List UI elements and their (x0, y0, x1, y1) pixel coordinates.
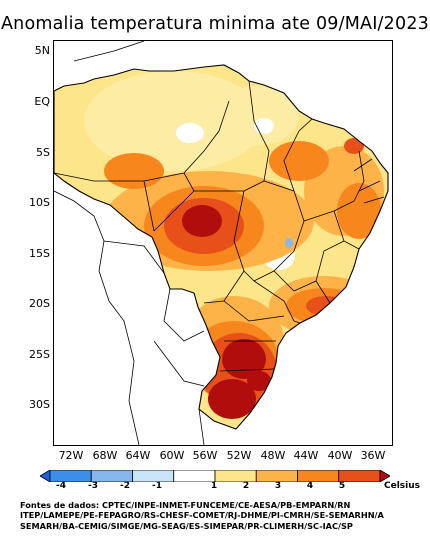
legend-colorbar (40, 470, 390, 482)
source-line: SEMARH/BA-CEMIG/SIMGE/MG-SEAG/ES-SIMEPAR… (20, 520, 353, 531)
legend-tick: 4 (306, 481, 314, 491)
legend-unit: Celsius (384, 481, 420, 491)
lon-label-68w: 68W (92, 449, 118, 462)
state-borders (54, 80, 385, 372)
legend-tick: 2 (242, 481, 250, 491)
anomaly-map-canvas (54, 41, 392, 445)
legend-tick: -3 (88, 481, 98, 491)
legend-tick: -1 (152, 481, 162, 491)
source-line: ITEP/LAMEPE/PE-FEPAGRO/RS-CHESF-COMET/RJ… (20, 510, 384, 521)
lat-label-eq: EQ (34, 95, 50, 108)
lon-label-48w: 48W (260, 449, 286, 462)
lat-label-30s: 30S (29, 398, 50, 411)
lon-label-56w: 56W (192, 449, 218, 462)
lat-label-15s: 15S (29, 247, 50, 260)
lon-label-44w: 44W (293, 449, 319, 462)
lat-label-10s: 10S (29, 196, 50, 209)
lon-label-36w: 36W (360, 449, 386, 462)
legend-swatch (40, 470, 51, 482)
legend-tick: -2 (120, 481, 130, 491)
map-title: Anomalia temperatura minima ate 09/MAI/2… (1, 14, 429, 34)
source-line: Fontes de dados: CPTEC/INPE-INMET-FUNCEM… (20, 500, 351, 510)
legend-tick: 5 (338, 481, 346, 491)
lat-label-5n: 5N (34, 44, 50, 57)
lat-label-25s: 25S (29, 348, 50, 361)
lon-label-60w: 60W (159, 449, 185, 462)
lon-label-64w: 64W (125, 449, 151, 462)
lon-label-52w: 52W (226, 449, 252, 462)
brazil-outline (54, 64, 389, 430)
legend-tick: -4 (56, 481, 66, 491)
country-borders (54, 41, 205, 445)
lon-label-40w: 40W (327, 449, 353, 462)
anomaly-map (53, 40, 393, 446)
legend-swatch (379, 470, 390, 482)
data-sources: Fontes de dados: CPTEC/INPE-INMET-FUNCEM… (20, 500, 430, 531)
lat-label-20s: 20S (29, 297, 50, 310)
legend-tick: 1 (210, 481, 218, 491)
lat-label-5s: 5S (36, 146, 50, 159)
legend-tick: 3 (274, 481, 282, 491)
lon-label-72w: 72W (58, 449, 84, 462)
